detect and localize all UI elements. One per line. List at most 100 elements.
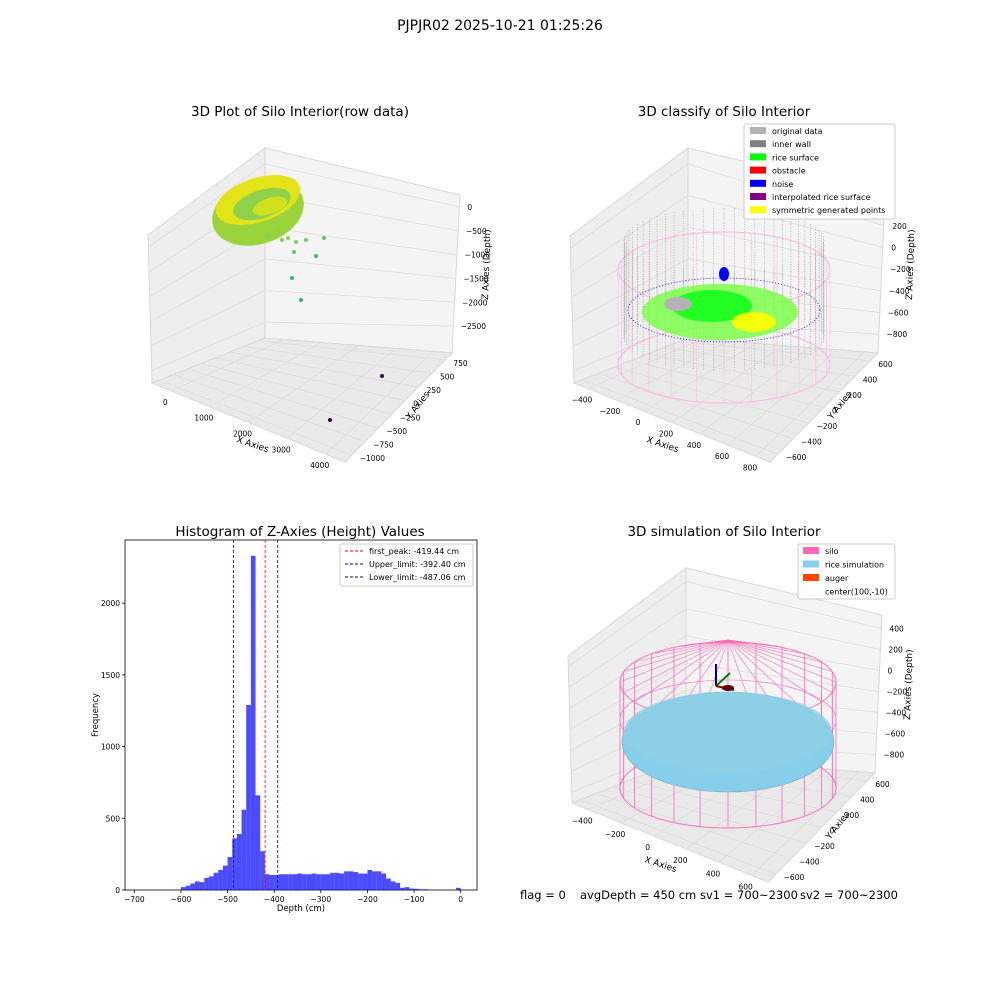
y-tick-label: 0 (115, 886, 120, 895)
x-tick-label: −700 (124, 895, 145, 904)
histogram-bar (274, 875, 279, 890)
raw-point (304, 238, 308, 242)
simulation-panel-title: 3D simulation of Silo Interior (627, 524, 821, 540)
legend-swatch (750, 193, 766, 200)
histogram-bar (419, 889, 424, 890)
legend-label: noise (772, 180, 793, 189)
y-tick-label: 400 (860, 795, 875, 804)
raw-point (280, 238, 284, 242)
raw-point (299, 298, 303, 302)
histogram-bar (298, 874, 303, 890)
raw-point (276, 230, 280, 234)
histogram-bar (214, 873, 219, 890)
histogram-bar (400, 888, 405, 890)
histogram-bar (186, 886, 191, 890)
legend-swatch (803, 561, 819, 568)
legend-label: silo (825, 547, 839, 556)
histogram-x-label: Depth (cm) (277, 904, 325, 914)
histogram-bar (293, 874, 298, 890)
z-tick-label: 200 (889, 646, 904, 655)
histogram-bar (181, 887, 186, 890)
legend-label: original data (772, 127, 823, 136)
x-tick-label: −300 (311, 895, 332, 904)
x-tick-label: 0 (645, 843, 650, 852)
legend-label: inner wall (772, 140, 811, 149)
histogram-bar (316, 874, 321, 890)
histogram-bar (335, 873, 340, 890)
simulation-z-label: Z Axies (Depth) (903, 649, 915, 720)
x-tick-label: 400 (706, 869, 721, 878)
legend-label: interpolated rice surface (772, 193, 870, 202)
raw-data-panel: 3D Plot of Silo Interior(row data) 01000… (148, 104, 493, 470)
raw-point (380, 374, 384, 378)
x-tick-label: 0 (636, 418, 641, 427)
histogram-bar (237, 834, 242, 890)
histogram-bar (218, 870, 223, 890)
legend-swatch (750, 180, 766, 187)
x-tick-label: −200 (605, 830, 626, 839)
histogram-bar (330, 873, 335, 890)
histogram-bar (204, 878, 209, 890)
y-tick-label: −200 (817, 422, 838, 431)
legend-label: rice surface (772, 153, 819, 162)
status-sv2: sv2 = 700~2300 (800, 888, 898, 902)
histogram-bar (284, 874, 289, 890)
histogram-legend: first_peak: -419.44 cm Upper_limit: -392.… (340, 544, 473, 586)
legend-label: auger (825, 574, 849, 583)
x-tick-label: 1000 (194, 414, 213, 423)
histogram-bar (414, 889, 419, 890)
histogram-bar (256, 795, 261, 890)
x-tick-label: −400 (572, 396, 593, 405)
histogram-bar (228, 857, 233, 890)
classify-panel: 3D classify of Silo Interior −400−200020… (570, 104, 917, 472)
z-tick-label: −800 (887, 330, 908, 339)
x-tick-label: −200 (600, 407, 621, 416)
x-tick-label: 4000 (310, 461, 329, 470)
legend-label: Upper_limit: -392.40 cm (369, 560, 466, 569)
histogram-bar (409, 889, 414, 890)
z-tick-label: 200 (892, 222, 907, 231)
y-tick-label: 1500 (101, 671, 120, 680)
x-tick-label: 3000 (272, 445, 291, 454)
y-tick-label: 2000 (101, 599, 120, 608)
histogram-bar (209, 876, 214, 890)
legend-label: obstacle (772, 167, 806, 176)
z-tick-label: −600 (888, 309, 909, 318)
z-tick-label: 0 (888, 667, 893, 676)
y-tick-label: −1000 (360, 454, 386, 463)
legend-label: first_peak: -419.44 cm (369, 547, 459, 556)
x-tick-label: 400 (687, 441, 702, 450)
histogram-bar (200, 882, 205, 890)
raw-point (290, 276, 294, 280)
legend-swatch (750, 127, 766, 134)
classify-legend: original data inner wall rice surface obsta… (744, 124, 895, 219)
y-tick-label: −500 (386, 427, 407, 436)
histogram-bar (405, 887, 410, 890)
histogram-bar (251, 556, 256, 890)
y-tick-label: 400 (863, 375, 878, 384)
y-tick-label: −750 (373, 441, 394, 450)
simulation-panel: 3D simulation of Silo Interior −400 −200 0… (568, 524, 915, 891)
x-tick-label: 200 (673, 856, 688, 865)
raw-point (294, 240, 298, 244)
legend-label: rice simulation (825, 561, 884, 570)
classify-z-label: Z Axies (Depth) (905, 229, 917, 300)
x-tick-label: −400 (572, 817, 593, 826)
raw-point (270, 226, 274, 230)
histogram-bar (311, 874, 316, 890)
simulation-legend: silorice simulationaugercenter(100,-10) (798, 544, 895, 599)
histogram-bar (265, 874, 270, 890)
z-tick-label: −800 (884, 751, 905, 760)
y-tick-label: 500 (440, 372, 455, 381)
x-tick-label: 600 (715, 452, 730, 461)
x-tick-label: 0 (458, 895, 463, 904)
histogram-axes (125, 540, 477, 890)
histogram-bar (367, 870, 372, 890)
histogram-bar (223, 866, 228, 890)
x-tick-label: −600 (171, 895, 192, 904)
histogram-bar (377, 871, 382, 890)
histogram-y-label: Frequency (91, 693, 101, 737)
raw-point (328, 418, 332, 422)
histogram-bar (321, 874, 326, 890)
